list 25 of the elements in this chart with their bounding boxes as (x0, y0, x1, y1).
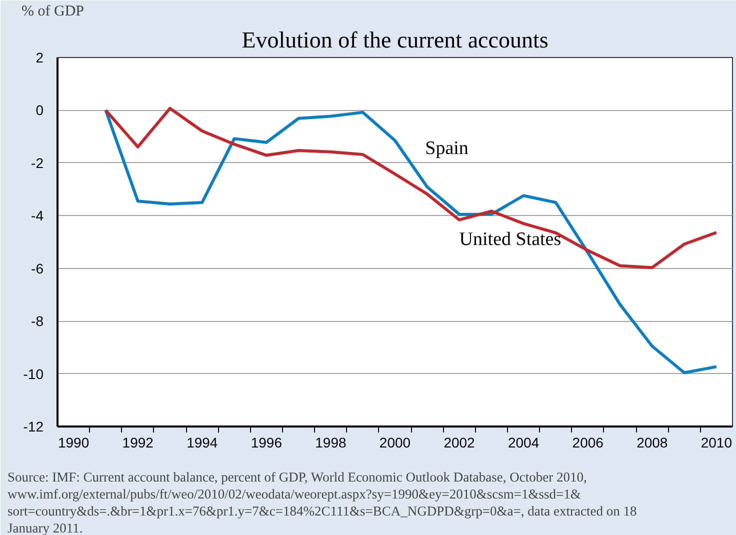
x-tick-label: 2000 (379, 434, 411, 450)
y-tick-label: -6 (31, 260, 44, 276)
y-tick-label: 2 (36, 50, 44, 66)
y-tick-label: -4 (31, 208, 44, 224)
x-tick-label: 1998 (315, 434, 346, 450)
y-tick-label: 0 (36, 102, 44, 118)
line-series (104, 108, 718, 374)
x-tick-label: 2010 (700, 434, 732, 450)
series-label: Spain (425, 138, 469, 159)
y-tick-label: -12 (23, 418, 44, 434)
x-tick-label: 1996 (250, 434, 282, 450)
x-tick-label: 1990 (58, 434, 90, 450)
x-tick-label: 2002 (444, 434, 476, 450)
y-tick-label: -2 (31, 154, 44, 171)
y-axis-title: % of GDP (22, 4, 84, 20)
y-tick-label: -10 (23, 366, 44, 382)
y-tick-label: -8 (31, 313, 44, 330)
x-tick-label: 1994 (186, 434, 218, 450)
x-tick-label: 2004 (508, 434, 540, 450)
series-label: United States (459, 228, 562, 250)
x-tick-label: 2006 (572, 434, 604, 450)
line-series (104, 106, 718, 270)
chart-title: Evolution of the current accounts (242, 28, 548, 52)
x-tick-label: 1992 (122, 434, 154, 450)
x-tick-label: 2008 (636, 434, 668, 450)
